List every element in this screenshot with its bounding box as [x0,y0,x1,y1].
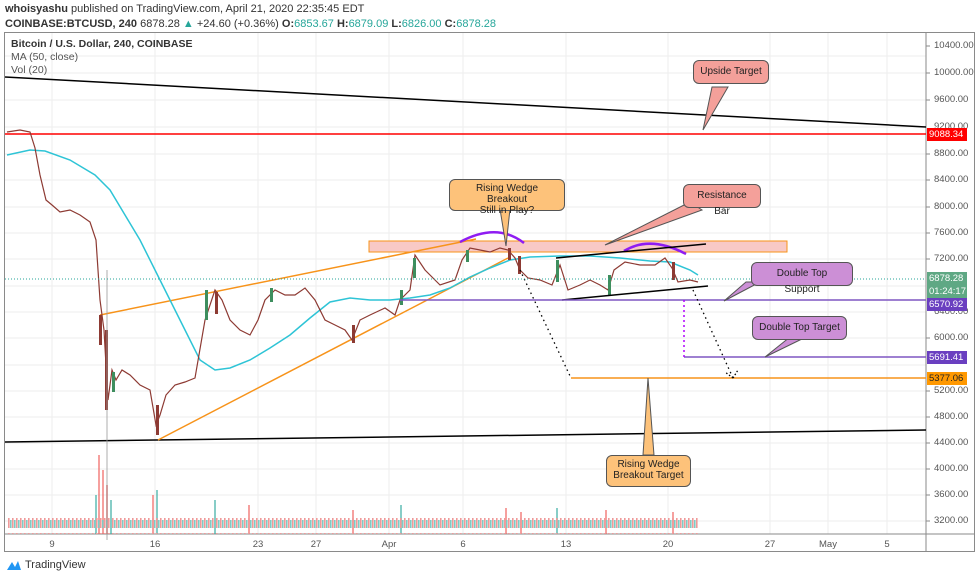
brand-name: TradingView [25,559,86,571]
y-tick: 4800.00 [934,411,969,422]
upside-target-text: Upside Target [700,66,762,77]
symbol-info: COINBASE:BTCUSD, 240 6878.28 ▲ +24.60 (+… [5,18,496,30]
upper-trendline [4,76,927,128]
x-tick: 23 [252,539,264,550]
wedge-target-price-label: 5377.06 [927,372,967,385]
chart-frame[interactable] [4,32,975,552]
x-tick: 27 [310,539,322,550]
wedge-target-line1: Rising Wedge [617,459,680,470]
wedge-play-line2: Still in Play? [479,205,535,216]
axis-ticks [926,45,930,522]
legend-title[interactable]: Bitcoin / U.S. Dollar, 240, COINBASE [11,38,193,50]
candles [99,248,675,540]
x-tick: 20 [662,539,674,550]
dt-target-text: Double Top Target [759,322,840,333]
y-tick: 8800.00 [934,148,969,159]
symbol-name: COINBASE:BTCUSD, 240 [5,18,138,30]
y-tick: 7200.00 [934,253,969,264]
last-price-label: 6878.28 [927,272,967,285]
bar-countdown-label: 01:24:17 [927,285,967,298]
x-tick: May [819,539,837,550]
x-tick: 16 [149,539,161,550]
double-top-target-callout[interactable]: Double Top Target [752,316,847,340]
wedge-breakout-target-callout[interactable]: Rising Wedge Breakout Target [606,455,691,487]
y-tick: 5200.00 [934,385,969,396]
y-tick: 6400.00 [934,306,969,317]
resistance-bar-callout[interactable]: Resistance Bar [683,184,761,217]
high-label: H: [336,18,349,30]
y-tick: 8000.00 [934,201,969,212]
support-price-label: 6570.92 [927,298,967,311]
channel-lower [561,285,709,301]
y-tick: 9600.00 [934,94,969,105]
x-tick: Apr [381,539,397,550]
channel-upper [555,243,707,259]
resistance-bar-text: Resistance Bar [697,190,747,217]
upside-target-callout[interactable]: Upside Target [693,60,769,84]
dt-support-text: Double Top Support [776,268,828,295]
x-tick: 9 [49,539,55,550]
chart-legend: Bitcoin / U.S. Dollar, 240, COINBASE MA … [11,38,192,77]
y-tick: 7600.00 [934,227,969,238]
wedge-breakout-play-callout[interactable]: Rising Wedge Breakout Still in Play? [449,179,565,216]
y-tick: 4400.00 [934,437,969,448]
y-tick: 6000.00 [934,332,969,343]
upside-callout-tail [702,86,729,131]
low-value: 6826.00 [401,18,442,30]
y-tick: 10000.00 [934,67,974,78]
resistance-zone [368,240,788,253]
x-tick: 5 [884,539,890,550]
volume-fill [8,518,698,534]
close-label: C: [444,18,457,30]
dt-target-callout-tail [764,336,807,358]
legend-vol[interactable]: Vol (20) [11,64,48,76]
x-tick: 27 [764,539,776,550]
last-price: 6878.28 [140,18,180,30]
double-top-arc-1 [459,231,525,244]
double-top-support-callout[interactable]: Double Top Support [751,262,853,295]
price-change: +24.60 (+0.36%) [196,18,279,30]
y-tick: 3200.00 [934,515,969,526]
projection-double-top [692,289,734,379]
tradingview-brand[interactable]: TradingView [6,559,86,571]
wedge-target-line2: Breakout Target [613,470,684,481]
y-tick: 10400.00 [934,40,974,51]
author-name[interactable]: whoisyashu [5,3,68,15]
dt-target-price-label: 5691.41 [927,351,967,364]
lower-trendline [4,429,927,443]
open-value: 6853.67 [294,18,334,30]
up-arrow-icon: ▲ [182,18,194,30]
legend-ma[interactable]: MA (50, close) [11,51,79,63]
x-tick: 6 [460,539,466,550]
resistance-callout-tail [604,201,704,246]
close-value: 6878.28 [456,18,496,30]
low-label: L: [391,18,402,30]
published-text: published on TradingView.com, April 21, … [71,3,365,15]
wedge-play-line1: Rising Wedge Breakout [475,183,539,205]
double-top-arc-2 [623,242,687,256]
y-tick: 3600.00 [934,489,969,500]
price-path [6,129,699,428]
y-tick: 4000.00 [934,463,969,474]
upside-target-price-label: 9088.34 [927,128,967,141]
open-label: O: [281,18,295,30]
high-value: 6879.09 [348,18,389,30]
x-tick: 13 [560,539,572,550]
y-tick: 8400.00 [934,174,969,185]
tradingview-logo-icon [7,561,21,570]
y-tick: 9200.00 [934,121,969,132]
publish-info: whoisyashu published on TradingView.com,… [5,3,364,15]
